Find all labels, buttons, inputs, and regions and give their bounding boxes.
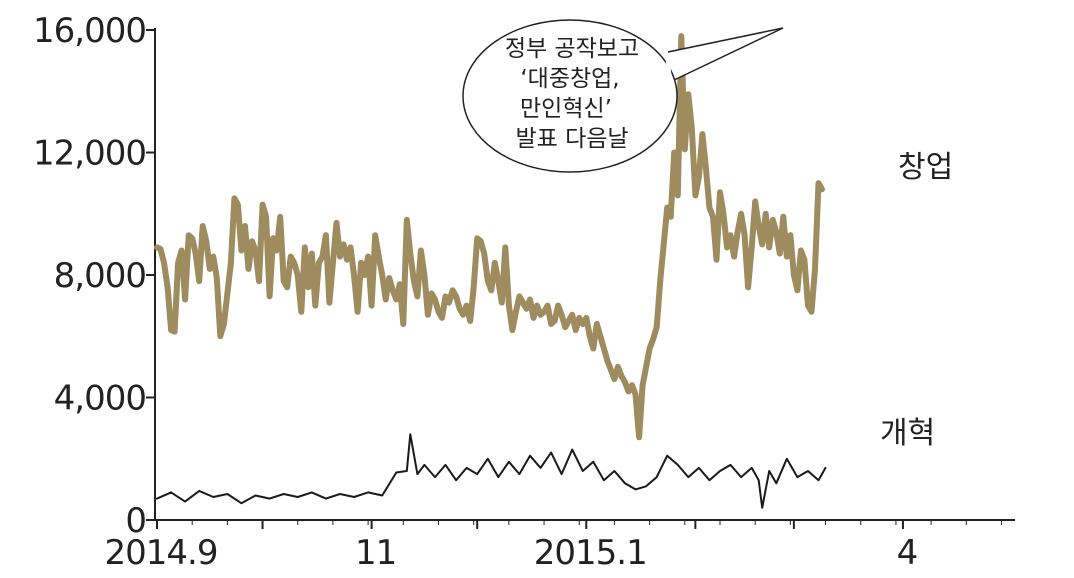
callout-line-1: 정부 공작보고	[505, 36, 639, 62]
callout-line-4: 발표 다음날	[515, 126, 628, 152]
series-line-reform	[156, 433, 827, 509]
y-axis-ticks: 0 4,000 8,000 12,000 16,000	[33, 11, 155, 541]
series-line-startup	[154, 33, 825, 441]
callout-line-3: 만인혁신’	[520, 96, 612, 122]
x-axis-ticks: 2014.9 11 2015.1 4	[105, 520, 1002, 573]
x-tick-label: 11	[355, 533, 396, 573]
annotation-callout: 정부 공작보고 ‘대중창업, 만인혁신’ 발표 다음날	[462, 19, 784, 173]
y-tick-label: 8,000	[54, 256, 146, 296]
y-tick-label: 16,000	[33, 11, 146, 51]
callout-line-2: ‘대중창업,	[520, 66, 619, 92]
x-tick-label: 2014.9	[105, 533, 218, 573]
y-tick-label: 12,000	[33, 134, 146, 174]
y-tick-label: 0	[125, 501, 146, 541]
callout-seam-cover	[665, 53, 672, 81]
callout-bubble	[667, 27, 784, 82]
series-label-startup: 창업	[898, 150, 953, 185]
y-tick-label: 4,000	[54, 379, 146, 419]
x-tick-label: 2015.1	[534, 533, 647, 573]
series-lines	[154, 33, 827, 509]
x-tick-label: 4	[897, 533, 918, 573]
series-label-reform: 개혁	[880, 416, 935, 451]
callout-ellipse	[462, 19, 678, 173]
